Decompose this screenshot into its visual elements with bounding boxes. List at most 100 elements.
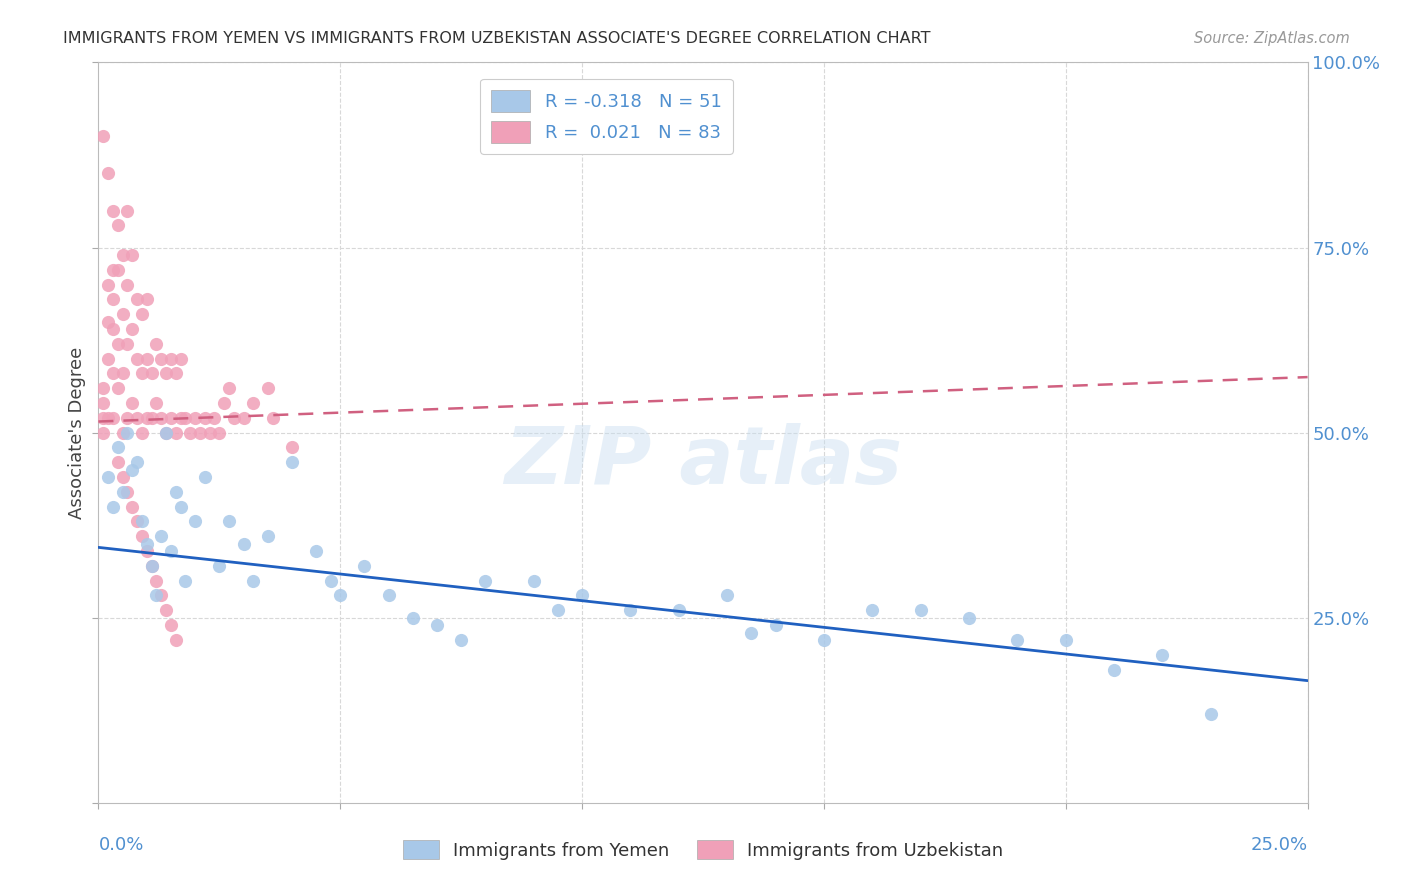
Point <box>127 515 149 529</box>
Point <box>155 425 177 440</box>
Point <box>208 558 231 573</box>
Point <box>150 589 173 603</box>
Point <box>127 351 149 366</box>
Point <box>155 367 177 381</box>
Text: 25.0%: 25.0% <box>1250 836 1308 855</box>
Point <box>169 500 191 514</box>
Point <box>107 455 129 469</box>
Point <box>145 574 167 588</box>
Point <box>91 425 114 440</box>
Point <box>242 574 264 588</box>
Point <box>131 529 153 543</box>
Point <box>107 262 129 277</box>
Point <box>281 441 304 455</box>
Point <box>135 293 157 307</box>
Point <box>97 351 120 366</box>
Point <box>107 336 129 351</box>
Point <box>668 603 690 617</box>
Point <box>145 589 167 603</box>
Point <box>141 558 163 573</box>
Point <box>184 410 207 425</box>
Point <box>121 322 143 336</box>
Point <box>169 351 191 366</box>
Point <box>198 425 221 440</box>
Point <box>450 632 472 647</box>
Point <box>131 367 153 381</box>
Point <box>97 277 120 292</box>
Point <box>135 544 157 558</box>
Point <box>127 455 149 469</box>
Point <box>179 425 201 440</box>
Point <box>184 515 207 529</box>
Point <box>91 396 114 410</box>
Point <box>101 410 124 425</box>
Point <box>165 367 187 381</box>
Point <box>135 536 157 550</box>
Point <box>117 336 139 351</box>
Point <box>160 544 183 558</box>
Point <box>107 441 129 455</box>
Point <box>765 618 787 632</box>
Point <box>145 336 167 351</box>
Point <box>117 203 139 218</box>
Point <box>117 425 139 440</box>
Point <box>547 603 569 617</box>
Point <box>212 396 235 410</box>
Point <box>91 129 114 144</box>
Point <box>204 410 226 425</box>
Point <box>111 307 134 321</box>
Point <box>145 396 167 410</box>
Text: Source: ZipAtlas.com: Source: ZipAtlas.com <box>1194 31 1350 46</box>
Point <box>188 425 211 440</box>
Point <box>165 632 187 647</box>
Point <box>131 515 153 529</box>
Point <box>860 603 883 617</box>
Point <box>97 470 120 484</box>
Point <box>262 410 284 425</box>
Point <box>117 410 139 425</box>
Point <box>155 603 177 617</box>
Point <box>101 203 124 218</box>
Point <box>121 396 143 410</box>
Point <box>174 574 197 588</box>
Point <box>97 314 120 328</box>
Point <box>377 589 399 603</box>
Point <box>111 484 134 499</box>
Point <box>127 410 149 425</box>
Point <box>305 544 328 558</box>
Point <box>121 248 143 262</box>
Point <box>619 603 641 617</box>
Point <box>571 589 593 603</box>
Point <box>107 381 129 395</box>
Point <box>910 603 932 617</box>
Point <box>1199 706 1222 721</box>
Point <box>242 396 264 410</box>
Point <box>474 574 496 588</box>
Point <box>131 425 153 440</box>
Point <box>101 500 124 514</box>
Point <box>111 470 134 484</box>
Point <box>141 410 163 425</box>
Point <box>91 381 114 395</box>
Point <box>111 425 134 440</box>
Point <box>165 484 187 499</box>
Point <box>1152 648 1174 662</box>
Point <box>141 558 163 573</box>
Point <box>256 529 278 543</box>
Point <box>169 410 191 425</box>
Point <box>135 410 157 425</box>
Point <box>101 262 124 277</box>
Point <box>117 484 139 499</box>
Text: ZIP atlas: ZIP atlas <box>503 423 903 501</box>
Point <box>111 248 134 262</box>
Point <box>160 410 183 425</box>
Point <box>101 322 124 336</box>
Point <box>194 410 217 425</box>
Point <box>232 410 254 425</box>
Text: IMMIGRANTS FROM YEMEN VS IMMIGRANTS FROM UZBEKISTAN ASSOCIATE'S DEGREE CORRELATI: IMMIGRANTS FROM YEMEN VS IMMIGRANTS FROM… <box>63 31 931 46</box>
Point <box>97 410 120 425</box>
Point <box>131 307 153 321</box>
Point <box>101 293 124 307</box>
Point <box>194 470 217 484</box>
Point <box>218 381 240 395</box>
